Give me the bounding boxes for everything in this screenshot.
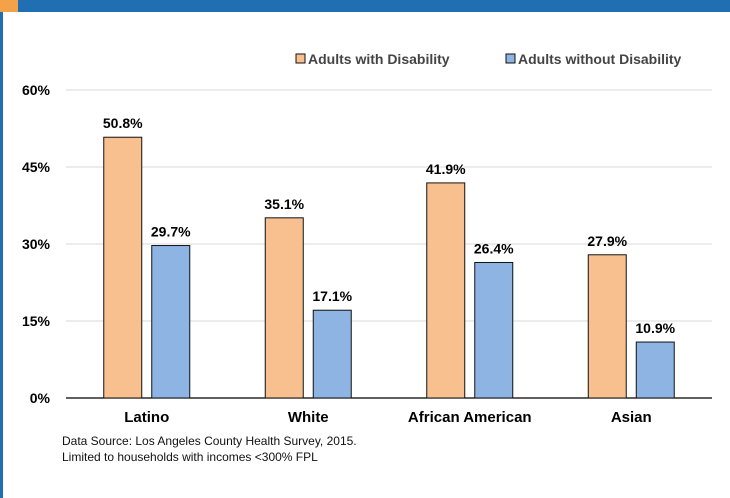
- data-label: 17.1%: [312, 288, 352, 304]
- x-tick-label: Latino: [124, 409, 169, 426]
- data-label: 27.9%: [587, 233, 627, 249]
- x-tick-label: African American: [408, 409, 532, 426]
- header-accent: [0, 0, 18, 12]
- legend-label: Adults with Disability: [308, 51, 450, 67]
- data-label: 29.7%: [151, 224, 191, 240]
- y-tick-label: 15%: [22, 313, 51, 329]
- bar: [151, 245, 191, 399]
- data-label: 10.9%: [635, 320, 675, 336]
- bar: [426, 182, 466, 399]
- y-tick-label: 45%: [22, 159, 51, 175]
- data-label: 50.8%: [103, 115, 143, 131]
- data-label: 41.9%: [426, 161, 466, 177]
- x-tick-label: Asian: [611, 409, 652, 426]
- y-tick-label: 60%: [22, 82, 51, 98]
- left-border: [0, 12, 3, 498]
- bar: [264, 217, 304, 399]
- x-tick-label: White: [288, 409, 329, 426]
- header-bar: [0, 0, 730, 12]
- footnote-source: Data Source: Los Angeles County Health S…: [62, 434, 357, 448]
- bar: [587, 254, 627, 399]
- legend-swatch: [295, 53, 306, 64]
- bar: [312, 309, 352, 399]
- y-tick-label: 0%: [30, 390, 51, 406]
- bar: [635, 341, 675, 399]
- bar-chart: 0% 15% 30% 45% 60% 50.8% 29.7% Latino 35.1% 17.1%…: [22, 51, 712, 426]
- data-label: 26.4%: [474, 240, 514, 256]
- y-tick-label: 30%: [22, 236, 51, 252]
- legend-label: Adults without Disability: [518, 51, 682, 67]
- legend-swatch: [505, 53, 516, 64]
- data-label: 35.1%: [264, 196, 304, 212]
- bar: [474, 261, 514, 399]
- footnote-limitation: Limited to households with incomes <300%…: [62, 450, 318, 464]
- bar: [103, 136, 143, 399]
